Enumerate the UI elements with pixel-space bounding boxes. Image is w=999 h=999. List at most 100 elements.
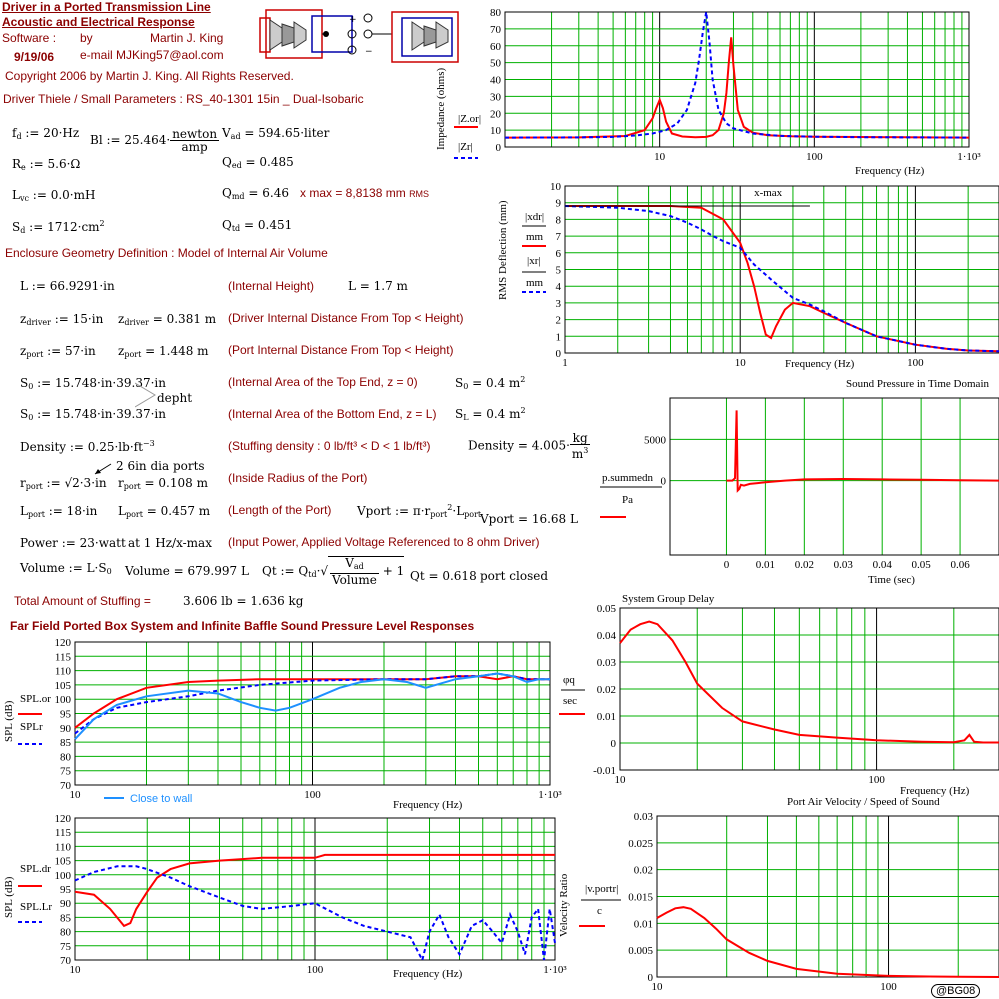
title-line-1: Driver in a Ported Transmission Line (2, 0, 211, 14)
x-axis-label: Frequency (Hz) (393, 968, 463, 980)
geom-L: L := 66.9291·in (20, 279, 115, 293)
author: Martin J. King (150, 31, 224, 45)
y-tick-label: 5 (556, 265, 562, 277)
geom-density: Density := 0.25·lb·ft−3 (20, 439, 155, 454)
y-tick-label: 85 (60, 912, 72, 924)
x-tick-label: 0 (724, 559, 730, 571)
chart-title: Port Air Velocity / Speed of Sound (787, 796, 940, 808)
x-axis-label: Frequency (Hz) (393, 799, 463, 811)
x-tick-label: 10 (70, 964, 82, 976)
impedance-chart: 0 10 20 30 40 50 60 70 80 10 100 1·10³ Frequency (Hz… (430, 0, 999, 180)
time-domain-svg: 5000 0 0 0.01 0.02 0.03 0.04 0.05 0.06 Time (sec)… (600, 378, 999, 586)
geom-vport-def: Vport := π·rport2·Lport (357, 503, 482, 519)
port-velocity-series-1 (656, 906, 999, 978)
y-tick-label: 100 (55, 694, 72, 706)
x-tick-label: 0.06 (950, 559, 970, 571)
x-tick-label: 10 (735, 357, 747, 369)
x-tick-label: 0.03 (834, 559, 854, 571)
x-tick-label: 10 (654, 151, 666, 163)
geom-zdriver-note: (Driver Internal Distance From Top < Hei… (228, 311, 464, 325)
y-tick-label: 0 (556, 348, 562, 360)
geom-zdriver-res: zdriver = 0.381 m (118, 312, 217, 327)
geom-density-note: (Stuffing density : 0 lb/ft³ < D < 1 lb/… (228, 439, 431, 453)
legend-den: Pa (622, 494, 633, 506)
param-qmd: Qmd = 6.46 (222, 186, 289, 201)
y-tick-label: 8 (556, 214, 562, 226)
geom-volume: Volume := L·S0 (20, 561, 112, 576)
y-tick-label: 0.02 (634, 865, 653, 877)
x-tick-label: 10 (615, 774, 627, 786)
geom-lport-res: Lport = 0.457 m (118, 504, 211, 519)
geom-rport-note: (Inside Radius of the Port) (228, 471, 368, 485)
y-tick-label: 105 (55, 680, 72, 692)
impedance-svg: 0 10 20 30 40 50 60 70 80 10 100 1·10³ Frequency (Hz… (435, 7, 981, 177)
chart-title: Sound Pressure in Time Domain (846, 378, 990, 390)
transmission-line-schematic: + − (259, 9, 459, 63)
svg-text:−: − (365, 47, 373, 57)
y-tick-label: 7 (556, 231, 562, 243)
chart-title: System Group Delay (622, 593, 715, 605)
stuffing-value: 3.606 lb = 1.636 kg (183, 594, 304, 608)
impedance-series-1 (504, 37, 970, 139)
spl-heading: Far Field Ported Box System and Infinite… (10, 619, 475, 633)
y-tick-label: 0.005 (628, 945, 653, 957)
y-tick-label: 1 (556, 331, 562, 343)
param-re: Re := 5.6·Ω (12, 157, 81, 172)
geom-port-closed: port closed (480, 569, 549, 583)
param-qtd: Qtd = 0.451 (222, 218, 293, 233)
y-tick-label: 90 (60, 723, 72, 735)
legend-label-1: |Z.or| (458, 113, 481, 125)
y-tick-label: 70 (60, 955, 72, 967)
y-tick-label: 0.03 (597, 657, 617, 669)
legend-den: sec (563, 695, 577, 707)
y-tick-label: 50 (490, 58, 502, 70)
legend-label-2: |xr| (527, 255, 541, 267)
x-axis-label: Frequency (Hz) (785, 358, 855, 370)
x-axis-label: Frequency (Hz) (855, 165, 925, 177)
y-tick-label: 0 (496, 142, 502, 154)
y-tick-label: 85 (60, 737, 72, 749)
x-tick-label: 1·10³ (957, 151, 981, 163)
port-velocity-svg: 0.03 0.025 0.02 0.015 0.01 0.005 010 100 Port Ai… (558, 796, 999, 993)
plot-frame (74, 641, 551, 786)
legend-label-1: |xdr| (525, 211, 544, 223)
legend-den: c (597, 905, 602, 917)
param-qed: Qed = 0.485 (222, 155, 294, 170)
legend-label-2: |Zr| (458, 141, 473, 153)
y-tick-label: 105 (55, 856, 72, 868)
x-tick-label: 100 (880, 981, 897, 993)
legend-label: p.summedn (602, 472, 654, 484)
y-tick-label: 5000 (644, 434, 667, 446)
plot-frame (619, 607, 999, 771)
y-tick-label: 6 (556, 248, 562, 260)
time-domain-series-1 (726, 410, 999, 493)
y-tick-label: 115 (55, 651, 72, 663)
y-tick-label: 75 (60, 941, 72, 953)
legend-den-2: mm (526, 277, 544, 289)
y-tick-label: 3 (556, 298, 562, 310)
driver-params-title: Driver Thiele / Small Parameters : RS_40… (3, 92, 364, 106)
geom-zport-res: zport = 1.448 m (118, 344, 209, 359)
y-tick-label: 115 (55, 827, 72, 839)
y-tick-label: 70 (490, 24, 502, 36)
geom-L-note: (Internal Height) (228, 279, 315, 293)
y-tick-label: 0.015 (628, 892, 653, 904)
y-axis-label: Velocity Ratio (558, 873, 570, 937)
x-tick-label: 100 (806, 151, 823, 163)
stuffing-label: Total Amount of Stuffing = (14, 594, 151, 608)
y-axis-label: SPL (dB) (3, 876, 15, 918)
geom-sl-res: SL = 0.4 m2 (455, 406, 526, 422)
deflection-series-1 (565, 205, 999, 353)
geom-rport: rport := √2·3·in (20, 476, 107, 491)
geom-lport-note: (Length of the Port) (228, 503, 332, 517)
geometry-heading: Enclosure Geometry Definition : Model of… (5, 246, 328, 260)
spl2-series-1 (74, 853, 555, 928)
geom-ports-note: 2 6in dia ports (116, 459, 205, 473)
plot-frame (564, 185, 999, 354)
x-axis-label: Frequency (Hz) (900, 785, 970, 797)
y-tick-label: 0.05 (597, 603, 617, 615)
badge: @BG08 (931, 983, 981, 998)
param-vad: Vad = 594.65·liter (222, 126, 330, 141)
